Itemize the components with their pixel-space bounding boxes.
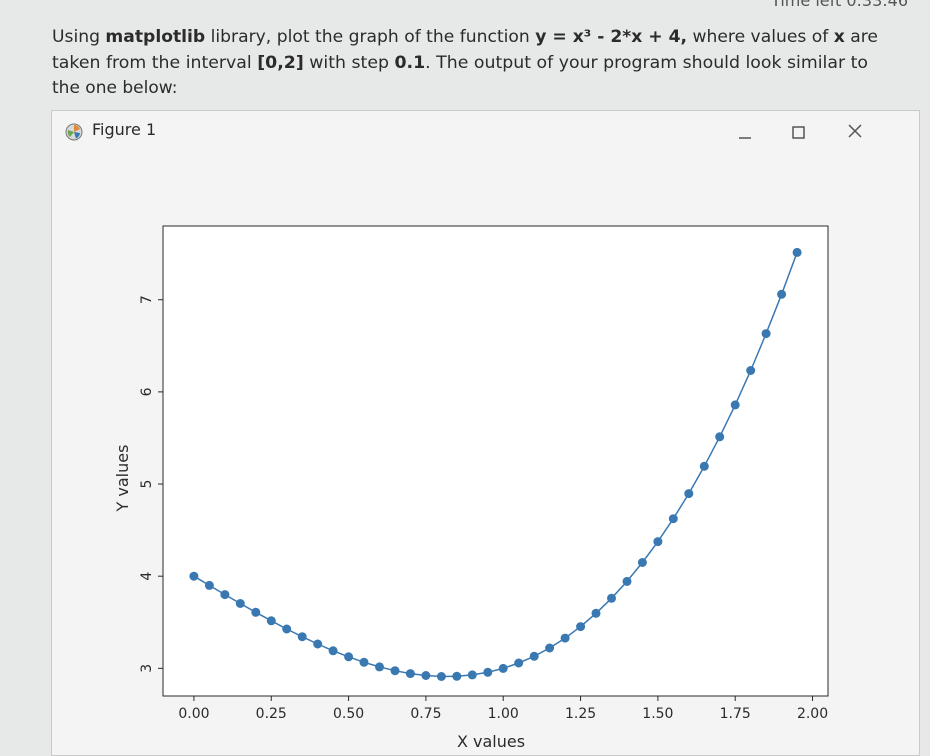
y-tick-label: 6 — [139, 387, 155, 396]
data-point — [483, 667, 493, 677]
data-point — [715, 432, 725, 442]
question-text-run: 0.1 — [394, 53, 425, 73]
data-point — [576, 622, 586, 632]
data-point — [297, 632, 307, 642]
x-tick-label: 0.50 — [333, 706, 364, 722]
data-point — [607, 593, 616, 603]
data-point — [560, 633, 570, 643]
data-point — [792, 247, 802, 257]
series-line — [193, 252, 798, 678]
data-point — [637, 558, 647, 567]
series-markers — [189, 247, 802, 681]
question-text-run: matplotlib — [105, 27, 205, 47]
question-line-3: the one below: — [52, 78, 177, 98]
data-point — [266, 616, 276, 626]
data-point — [405, 669, 415, 679]
x-axis: 0.00 0.25 0.50 0.75 1.00 1.25 1.50 1.75 2.00 — [178, 696, 828, 722]
data-point — [359, 657, 369, 667]
maximize-button[interactable] — [780, 117, 816, 147]
y-tick-label: 4 — [139, 572, 155, 581]
window-titlebar: Figure 1 — [52, 111, 919, 153]
data-point — [730, 400, 740, 410]
x-tick-label: 0.00 — [178, 706, 209, 722]
data-point — [668, 514, 678, 524]
data-point — [514, 658, 524, 668]
question-line-1: Using matplotlib library, plot the graph… — [52, 27, 878, 47]
y-axis: 3 4 5 6 7 — [139, 295, 163, 673]
data-point — [699, 461, 709, 471]
data-point — [761, 329, 771, 339]
data-point — [467, 670, 477, 680]
data-point — [421, 671, 431, 680]
x-axis-label: X values — [457, 732, 525, 751]
question-text-run: Using — [52, 27, 105, 47]
data-point — [746, 366, 756, 375]
data-point — [777, 289, 787, 299]
data-point — [498, 663, 508, 673]
data-point — [282, 624, 292, 634]
x-tick-label: 1.25 — [565, 706, 596, 722]
x-tick-label: 0.25 — [256, 706, 287, 722]
data-point — [313, 639, 323, 649]
y-tick-label: 3 — [139, 664, 155, 673]
plot-area — [162, 225, 829, 697]
x-tick-label: 1.50 — [642, 706, 673, 722]
x-tick-label: 2.00 — [797, 706, 828, 722]
question-text-run: library, plot the graph of the function — [205, 27, 535, 47]
data-point — [529, 651, 539, 661]
x-tick-label: 0.75 — [410, 706, 441, 722]
close-icon — [848, 124, 862, 138]
data-point — [390, 666, 400, 676]
question-text-run: with step — [304, 53, 395, 73]
data-point — [436, 672, 446, 681]
close-button[interactable] — [837, 117, 873, 147]
data-point — [591, 608, 601, 618]
data-point — [622, 576, 632, 586]
figure-title: Figure 1 — [92, 120, 157, 139]
data-point — [684, 489, 694, 499]
data-point — [545, 643, 555, 653]
chart: 0.00 0.25 0.50 0.75 1.00 1.25 1.50 1.75 2.00 3 4 5… — [113, 225, 829, 751]
y-axis-label: Y values — [113, 445, 132, 513]
question-text-run: where values of — [687, 27, 834, 47]
data-point — [189, 571, 199, 581]
question-text-run: are — [845, 27, 878, 47]
data-point — [328, 646, 338, 656]
question-text-run: . The output of your program should look… — [425, 53, 868, 73]
data-point — [375, 662, 384, 672]
data-point — [452, 671, 462, 681]
maximize-icon — [792, 126, 805, 139]
x-tick-label: 1.00 — [488, 706, 519, 722]
time-left-label: Time left 0:33:46 — [770, 0, 908, 10]
data-point — [220, 590, 230, 600]
data-point — [653, 537, 663, 547]
question-text-run: taken from the interval — [52, 53, 257, 73]
matplotlib-logo-icon — [65, 123, 83, 141]
question-line-2: taken from the interval [0,2] with step … — [52, 53, 868, 73]
minimize-button[interactable] — [727, 117, 763, 147]
x-tick-label: 1.75 — [720, 706, 751, 722]
data-point — [251, 607, 261, 617]
data-point — [344, 652, 354, 662]
y-tick-label: 5 — [139, 480, 155, 489]
question-text-run: x — [834, 27, 845, 47]
data-point — [235, 599, 245, 608]
question-text-run: [0,2] — [257, 53, 304, 73]
question-text-run: y = x³ - 2*x + 4, — [535, 27, 687, 47]
y-tick-label: 7 — [139, 295, 155, 304]
data-point — [204, 580, 214, 590]
